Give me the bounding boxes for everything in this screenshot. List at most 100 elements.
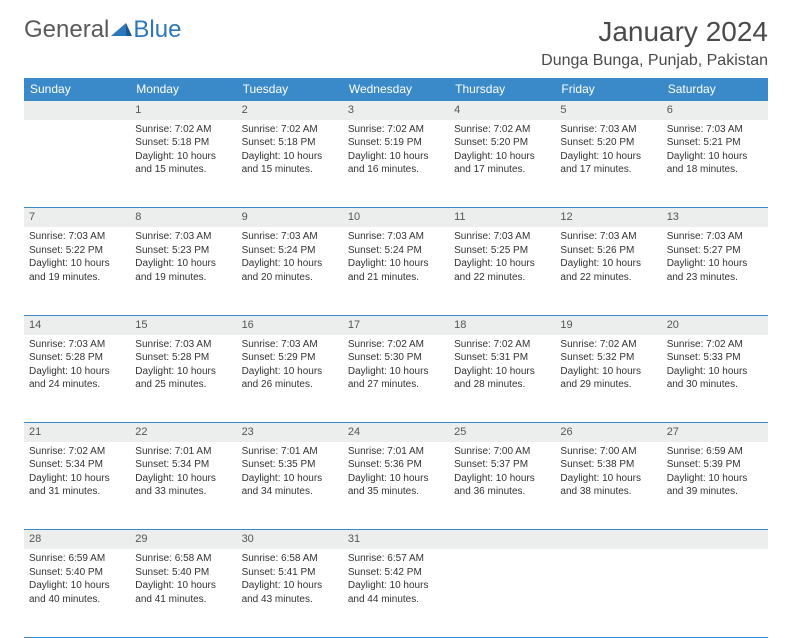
daynum-row: 123456	[24, 101, 768, 120]
day-number-cell: 29	[130, 530, 236, 549]
day-number-cell: 21	[24, 423, 130, 442]
day-info: Sunrise: 7:01 AMSunset: 5:34 PMDaylight:…	[135, 445, 231, 499]
day-info: Sunrise: 7:03 AMSunset: 5:22 PMDaylight:…	[29, 230, 125, 284]
day-info: Sunrise: 7:02 AMSunset: 5:33 PMDaylight:…	[667, 338, 763, 392]
day-number-cell: 30	[237, 530, 343, 549]
day-info: Sunrise: 7:02 AMSunset: 5:30 PMDaylight:…	[348, 338, 444, 392]
day-number-cell: 27	[662, 423, 768, 442]
day-info: Sunrise: 6:57 AMSunset: 5:42 PMDaylight:…	[348, 552, 444, 606]
day-number-cell: 15	[130, 315, 236, 334]
page-title: January 2024	[541, 16, 768, 48]
week-content-row: Sunrise: 7:02 AMSunset: 5:18 PMDaylight:…	[24, 120, 768, 208]
day-number-cell: 7	[24, 208, 130, 227]
day-info: Sunrise: 7:03 AMSunset: 5:29 PMDaylight:…	[242, 338, 338, 392]
day-number-cell: 12	[555, 208, 661, 227]
day-cell: Sunrise: 7:02 AMSunset: 5:34 PMDaylight:…	[24, 442, 130, 530]
day-info: Sunrise: 7:03 AMSunset: 5:28 PMDaylight:…	[135, 338, 231, 392]
day-number-cell: 23	[237, 423, 343, 442]
day-number-cell: 4	[449, 101, 555, 120]
week-content-row: Sunrise: 6:59 AMSunset: 5:40 PMDaylight:…	[24, 549, 768, 637]
day-cell: Sunrise: 7:03 AMSunset: 5:24 PMDaylight:…	[343, 227, 449, 315]
day-cell: Sunrise: 7:03 AMSunset: 5:21 PMDaylight:…	[662, 120, 768, 208]
day-number-cell: 8	[130, 208, 236, 227]
weekday-header: Thursday	[449, 78, 555, 101]
day-number-cell: 19	[555, 315, 661, 334]
day-number-cell: 5	[555, 101, 661, 120]
day-number-cell: 1	[130, 101, 236, 120]
day-info: Sunrise: 6:58 AMSunset: 5:40 PMDaylight:…	[135, 552, 231, 606]
weekday-header: Wednesday	[343, 78, 449, 101]
daynum-row: 14151617181920	[24, 315, 768, 334]
day-info: Sunrise: 7:03 AMSunset: 5:24 PMDaylight:…	[242, 230, 338, 284]
day-number-cell: 31	[343, 530, 449, 549]
logo: General Blue	[24, 16, 181, 44]
day-cell: Sunrise: 7:03 AMSunset: 5:29 PMDaylight:…	[237, 335, 343, 423]
day-cell: Sunrise: 7:03 AMSunset: 5:23 PMDaylight:…	[130, 227, 236, 315]
logo-text-2: Blue	[133, 16, 181, 44]
day-number-cell: 16	[237, 315, 343, 334]
day-number-cell: 6	[662, 101, 768, 120]
daynum-row: 78910111213	[24, 208, 768, 227]
day-info: Sunrise: 7:01 AMSunset: 5:35 PMDaylight:…	[242, 445, 338, 499]
weekday-header: Sunday	[24, 78, 130, 101]
logo-text-1: General	[24, 16, 109, 44]
week-content-row: Sunrise: 7:03 AMSunset: 5:22 PMDaylight:…	[24, 227, 768, 315]
day-number-cell: 9	[237, 208, 343, 227]
calendar-table: Sunday Monday Tuesday Wednesday Thursday…	[24, 78, 768, 638]
day-info: Sunrise: 7:02 AMSunset: 5:31 PMDaylight:…	[454, 338, 550, 392]
day-number-cell: 22	[130, 423, 236, 442]
day-cell: Sunrise: 7:02 AMSunset: 5:18 PMDaylight:…	[237, 120, 343, 208]
day-cell: Sunrise: 7:01 AMSunset: 5:36 PMDaylight:…	[343, 442, 449, 530]
day-info: Sunrise: 7:02 AMSunset: 5:18 PMDaylight:…	[135, 123, 231, 177]
day-number-cell	[555, 530, 661, 549]
day-info: Sunrise: 6:59 AMSunset: 5:40 PMDaylight:…	[29, 552, 125, 606]
day-number-cell: 3	[343, 101, 449, 120]
weekday-header: Friday	[555, 78, 661, 101]
day-cell: Sunrise: 7:03 AMSunset: 5:25 PMDaylight:…	[449, 227, 555, 315]
day-info: Sunrise: 7:03 AMSunset: 5:26 PMDaylight:…	[560, 230, 656, 284]
location-text: Dunga Bunga, Punjab, Pakistan	[541, 52, 768, 70]
day-cell	[555, 549, 661, 637]
day-info: Sunrise: 7:02 AMSunset: 5:18 PMDaylight:…	[242, 123, 338, 177]
day-cell: Sunrise: 6:57 AMSunset: 5:42 PMDaylight:…	[343, 549, 449, 637]
day-cell: Sunrise: 7:02 AMSunset: 5:19 PMDaylight:…	[343, 120, 449, 208]
day-info: Sunrise: 6:58 AMSunset: 5:41 PMDaylight:…	[242, 552, 338, 606]
day-cell: Sunrise: 7:03 AMSunset: 5:26 PMDaylight:…	[555, 227, 661, 315]
day-info: Sunrise: 7:03 AMSunset: 5:25 PMDaylight:…	[454, 230, 550, 284]
day-cell: Sunrise: 7:02 AMSunset: 5:32 PMDaylight:…	[555, 335, 661, 423]
day-info: Sunrise: 7:00 AMSunset: 5:38 PMDaylight:…	[560, 445, 656, 499]
day-number-cell: 24	[343, 423, 449, 442]
day-info: Sunrise: 7:02 AMSunset: 5:34 PMDaylight:…	[29, 445, 125, 499]
day-cell: Sunrise: 7:00 AMSunset: 5:38 PMDaylight:…	[555, 442, 661, 530]
day-number-cell: 14	[24, 315, 130, 334]
day-cell: Sunrise: 7:03 AMSunset: 5:22 PMDaylight:…	[24, 227, 130, 315]
day-cell: Sunrise: 7:02 AMSunset: 5:18 PMDaylight:…	[130, 120, 236, 208]
day-info: Sunrise: 7:02 AMSunset: 5:32 PMDaylight:…	[560, 338, 656, 392]
day-info: Sunrise: 7:00 AMSunset: 5:37 PMDaylight:…	[454, 445, 550, 499]
day-cell: Sunrise: 7:03 AMSunset: 5:28 PMDaylight:…	[130, 335, 236, 423]
week-content-row: Sunrise: 7:02 AMSunset: 5:34 PMDaylight:…	[24, 442, 768, 530]
day-number-cell: 17	[343, 315, 449, 334]
week-content-row: Sunrise: 7:03 AMSunset: 5:28 PMDaylight:…	[24, 335, 768, 423]
weekday-header: Saturday	[662, 78, 768, 101]
day-number-cell: 20	[662, 315, 768, 334]
day-info: Sunrise: 7:02 AMSunset: 5:20 PMDaylight:…	[454, 123, 550, 177]
day-info: Sunrise: 7:03 AMSunset: 5:20 PMDaylight:…	[560, 123, 656, 177]
daynum-row: 28293031	[24, 530, 768, 549]
day-cell: Sunrise: 7:03 AMSunset: 5:28 PMDaylight:…	[24, 335, 130, 423]
day-cell: Sunrise: 7:00 AMSunset: 5:37 PMDaylight:…	[449, 442, 555, 530]
day-info: Sunrise: 7:03 AMSunset: 5:24 PMDaylight:…	[348, 230, 444, 284]
day-info: Sunrise: 6:59 AMSunset: 5:39 PMDaylight:…	[667, 445, 763, 499]
day-info: Sunrise: 7:03 AMSunset: 5:21 PMDaylight:…	[667, 123, 763, 177]
day-number-cell	[24, 101, 130, 120]
day-cell	[449, 549, 555, 637]
day-cell: Sunrise: 6:58 AMSunset: 5:41 PMDaylight:…	[237, 549, 343, 637]
title-block: January 2024 Dunga Bunga, Punjab, Pakist…	[541, 16, 768, 70]
day-cell	[662, 549, 768, 637]
day-number-cell	[449, 530, 555, 549]
weekday-header-row: Sunday Monday Tuesday Wednesday Thursday…	[24, 78, 768, 101]
daynum-row: 21222324252627	[24, 423, 768, 442]
day-info: Sunrise: 7:03 AMSunset: 5:23 PMDaylight:…	[135, 230, 231, 284]
day-cell: Sunrise: 7:03 AMSunset: 5:20 PMDaylight:…	[555, 120, 661, 208]
day-number-cell: 25	[449, 423, 555, 442]
